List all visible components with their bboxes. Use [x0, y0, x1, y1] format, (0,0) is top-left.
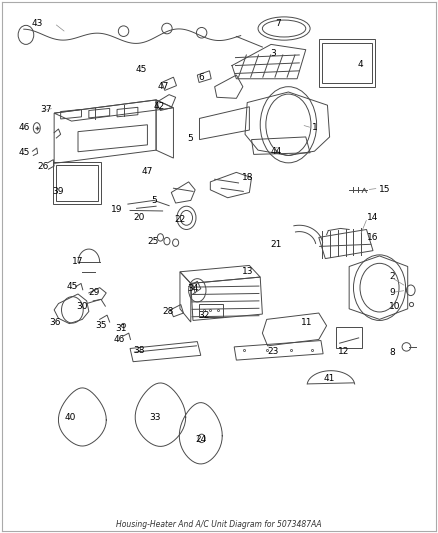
Bar	[199, 303, 223, 317]
Text: 33: 33	[150, 413, 161, 422]
Text: 44: 44	[270, 147, 282, 156]
Text: 32: 32	[198, 311, 209, 320]
Text: 23: 23	[268, 346, 279, 356]
Text: 37: 37	[40, 106, 52, 115]
Bar	[322, 43, 372, 83]
Text: 18: 18	[242, 173, 253, 182]
Text: 36: 36	[49, 318, 60, 327]
Text: 31: 31	[116, 325, 127, 334]
Bar	[319, 39, 375, 87]
Text: 21: 21	[270, 240, 282, 249]
Text: 35: 35	[95, 321, 107, 330]
Text: 46: 46	[18, 124, 30, 132]
Text: 15: 15	[378, 185, 390, 195]
Text: 5: 5	[188, 134, 194, 143]
Text: 47: 47	[142, 167, 153, 176]
Text: 29: 29	[88, 288, 99, 297]
Text: 26: 26	[38, 161, 49, 171]
Text: 25: 25	[148, 237, 159, 246]
Text: 19: 19	[111, 205, 123, 214]
Text: 34: 34	[188, 284, 199, 293]
Text: 11: 11	[300, 318, 312, 327]
Text: 1: 1	[312, 124, 318, 132]
Text: 8: 8	[389, 348, 395, 357]
Text: 42: 42	[154, 102, 165, 111]
Text: 20: 20	[133, 213, 145, 222]
Text: 45: 45	[136, 65, 147, 74]
Text: 22: 22	[175, 215, 186, 224]
Text: 28: 28	[162, 307, 174, 316]
Bar	[53, 162, 101, 204]
Text: Housing-Heater And A/C Unit Diagram for 5073487AA: Housing-Heater And A/C Unit Diagram for …	[116, 520, 322, 529]
Text: 45: 45	[18, 148, 30, 157]
Text: 2: 2	[389, 271, 395, 280]
Text: 39: 39	[52, 187, 64, 196]
Text: 6: 6	[198, 72, 204, 82]
Text: 41: 41	[324, 374, 336, 383]
Text: 30: 30	[77, 302, 88, 311]
Text: 7: 7	[276, 19, 281, 28]
Text: 43: 43	[32, 19, 43, 28]
Text: 45: 45	[66, 282, 78, 291]
Text: 5: 5	[152, 196, 158, 205]
Text: 17: 17	[72, 257, 84, 266]
Text: 14: 14	[367, 213, 379, 222]
Text: 16: 16	[367, 233, 379, 242]
Text: 47: 47	[157, 82, 169, 91]
Text: 40: 40	[65, 413, 76, 422]
Text: 9: 9	[389, 288, 395, 297]
Text: 4: 4	[358, 60, 364, 69]
Bar	[336, 327, 362, 349]
Text: 24: 24	[195, 435, 206, 445]
Text: 13: 13	[242, 267, 253, 276]
Bar	[56, 165, 99, 201]
Text: 12: 12	[338, 346, 350, 356]
Text: 46: 46	[114, 335, 125, 344]
Text: 3: 3	[270, 50, 276, 59]
Text: 10: 10	[389, 302, 401, 311]
Text: 38: 38	[133, 345, 145, 354]
